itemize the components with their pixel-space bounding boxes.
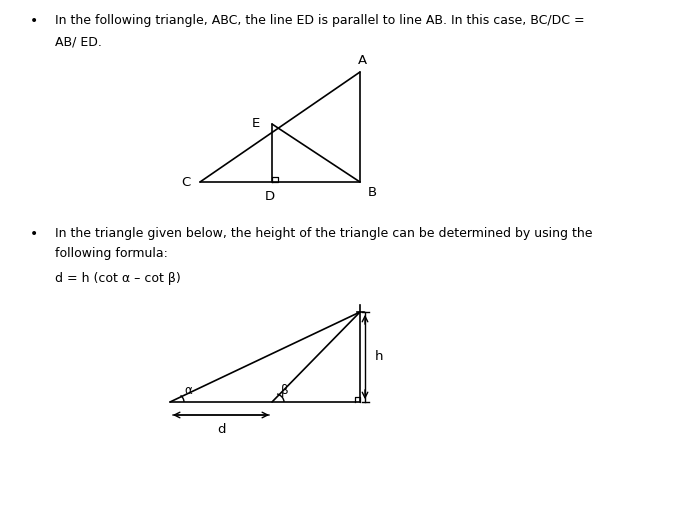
Text: C: C [180,176,190,188]
Text: E: E [252,117,260,130]
Text: d: d [217,423,226,436]
Text: B: B [368,186,377,199]
Text: In the following triangle, ABC, the line ED is parallel to line AB. In this case: In the following triangle, ABC, the line… [55,14,584,27]
Text: In the triangle given below, the height of the triangle can be determined by usi: In the triangle given below, the height … [55,227,593,240]
Text: α: α [184,384,192,397]
Text: •: • [30,14,38,28]
Text: D: D [265,190,275,203]
Text: AB/ ED.: AB/ ED. [55,35,102,48]
Text: A: A [357,54,366,67]
Text: β: β [281,384,289,397]
Text: •: • [30,227,38,241]
Text: following formula:: following formula: [55,247,168,260]
Text: d = h (cot α – cot β): d = h (cot α – cot β) [55,272,180,285]
Text: h: h [375,351,384,364]
